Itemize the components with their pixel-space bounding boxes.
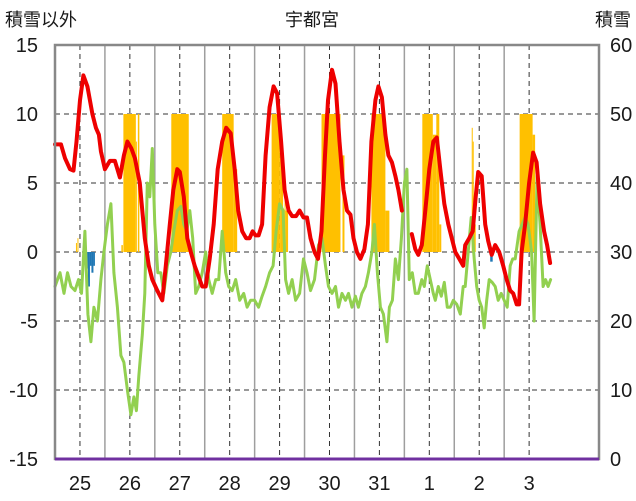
- right-tick-label: 40: [610, 173, 632, 195]
- plot-frame: [53, 43, 601, 461]
- right-tick-label: 30: [610, 242, 632, 264]
- snow-bar: [75, 243, 77, 252]
- x-axis-ticks: 25 26 27 28 29 30 31 1 2 3: [69, 473, 535, 495]
- snow-bar: [222, 114, 234, 252]
- x-tick-label: 2: [474, 473, 485, 495]
- snow-bar: [280, 155, 284, 252]
- chart-title: 宇都宮: [285, 10, 339, 31]
- right-axis-title: 積雪: [595, 10, 631, 31]
- left-tick-label: -15: [9, 449, 38, 471]
- snow-bar: [285, 210, 289, 252]
- right-axis-ticks: 60 50 40 30 20 10 0: [610, 35, 632, 471]
- x-tick-label: 27: [169, 473, 191, 495]
- right-tick-label: 0: [610, 449, 621, 471]
- snow-bar: [471, 127, 473, 252]
- snow-bar: [432, 134, 437, 252]
- blue-bar: [87, 252, 90, 287]
- x-tick-label: 1: [424, 473, 435, 495]
- snow-bar: [371, 114, 386, 252]
- series-lines: [53, 67, 553, 417]
- blue-bar: [91, 252, 94, 273]
- snow-bar: [77, 238, 79, 252]
- blue-bar: [490, 252, 493, 262]
- snow-bar: [121, 245, 123, 252]
- temperature-line: [53, 67, 553, 307]
- left-tick-label: 0: [27, 242, 38, 264]
- x-tick-label: 3: [524, 473, 535, 495]
- snow-bar: [233, 169, 238, 252]
- left-tick-label: 5: [27, 173, 38, 195]
- right-tick-label: 10: [610, 380, 632, 402]
- left-tick-label: -10: [9, 380, 38, 402]
- blue-bar: [89, 252, 92, 266]
- right-tick-label: 20: [610, 311, 632, 333]
- snow-bar: [342, 155, 345, 252]
- left-axis-ticks: 15 10 5 0 -5 -10 -15: [9, 35, 38, 471]
- snow-bar: [439, 224, 442, 252]
- green-series-line: [53, 147, 553, 417]
- snow-bar: [271, 114, 280, 252]
- x-tick-label: 28: [219, 473, 241, 495]
- snow-bar: [279, 127, 281, 252]
- snow-bar: [472, 141, 474, 252]
- snow-bar: [284, 183, 286, 252]
- left-axis-title: 積雪以外: [5, 10, 77, 31]
- snow-bar: [385, 210, 390, 252]
- snow-bar: [519, 114, 533, 252]
- left-tick-label: -5: [20, 311, 38, 333]
- x-tick-label: 26: [119, 473, 141, 495]
- blue-bar: [93, 252, 95, 266]
- snow-bars: [75, 114, 536, 252]
- right-tick-label: 50: [610, 104, 632, 126]
- snow-bar: [532, 134, 536, 252]
- snow-bar: [473, 224, 476, 252]
- x-tick-label: 30: [318, 473, 340, 495]
- x-tick-label: 25: [69, 473, 91, 495]
- left-tick-label: 15: [16, 35, 38, 57]
- left-tick-label: 10: [16, 104, 38, 126]
- x-tick-label: 29: [268, 473, 290, 495]
- right-tick-label: 60: [610, 35, 632, 57]
- snow-bar: [135, 141, 137, 252]
- snow-bar: [436, 114, 440, 252]
- snow-bar: [123, 114, 136, 252]
- x-tick-label: 31: [368, 473, 390, 495]
